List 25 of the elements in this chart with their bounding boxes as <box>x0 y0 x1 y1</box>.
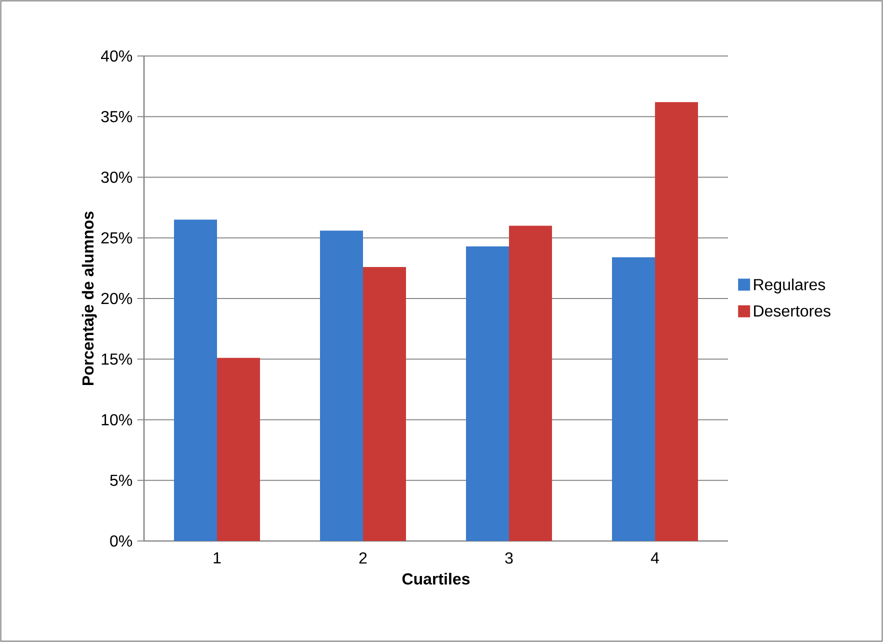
y-tick-label: 30% <box>101 172 132 183</box>
x-tick-label: 1 <box>214 552 221 564</box>
legend-label: Regulares <box>754 278 826 294</box>
bar <box>654 102 698 541</box>
y-tick-label: 40% <box>100 50 132 62</box>
bar <box>508 226 552 541</box>
y-tick-label: 10% <box>102 414 132 426</box>
x-tick-label: 4 <box>650 552 659 564</box>
x-tick-label: 2 <box>359 552 367 564</box>
x-tick-label: 3 <box>505 552 513 564</box>
y-tick-label: 0% <box>110 535 132 547</box>
y-tick-label: 20% <box>101 292 132 304</box>
bar <box>612 257 655 541</box>
y-tick-label: 35% <box>101 110 132 122</box>
y-tick-label: 25% <box>101 232 132 244</box>
y-tick-label: 15% <box>102 353 132 365</box>
bar <box>217 358 260 541</box>
bar <box>320 230 363 541</box>
y-axis-title: Porcentaje de alumnos <box>82 212 97 386</box>
y-tick-label: 5% <box>110 474 132 486</box>
bar <box>174 220 217 541</box>
x-axis-title: Cuartiles <box>402 572 470 585</box>
bar <box>466 246 509 541</box>
legend-label: Desertores <box>754 305 830 317</box>
bar <box>363 266 406 541</box>
